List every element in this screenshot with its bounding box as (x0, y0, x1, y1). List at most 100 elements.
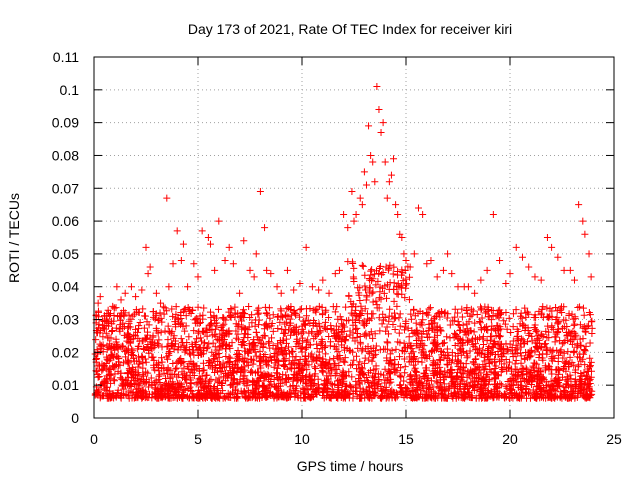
data-point (463, 325, 471, 333)
data-point (404, 324, 412, 332)
data-point (295, 359, 303, 367)
data-point (517, 367, 525, 375)
data-point (497, 325, 505, 333)
data-point (262, 310, 270, 318)
data-point (394, 283, 402, 291)
data-point (464, 393, 472, 401)
data-point (348, 303, 356, 311)
data-point (545, 328, 553, 336)
data-point (586, 339, 594, 347)
data-point (497, 364, 505, 372)
data-point (347, 298, 355, 306)
data-point (319, 368, 327, 376)
data-point (215, 353, 223, 361)
data-point (545, 393, 553, 401)
data-point (98, 392, 106, 400)
data-point (513, 333, 521, 341)
data-point (454, 283, 462, 291)
data-point (353, 324, 361, 332)
data-point (125, 323, 133, 331)
data-point (570, 361, 578, 369)
data-point (535, 339, 543, 347)
data-point (398, 234, 406, 241)
data-point (115, 355, 123, 363)
data-point (587, 358, 595, 366)
data-point (562, 390, 570, 398)
data-point (125, 358, 133, 366)
data-point (393, 366, 401, 374)
data-point (348, 361, 356, 369)
data-point (523, 394, 531, 402)
data-point (512, 306, 520, 314)
data-point (367, 151, 375, 159)
data-point (306, 305, 314, 313)
data-point (185, 360, 193, 368)
data-point (109, 302, 117, 310)
data-point (477, 380, 485, 388)
data-point (281, 361, 289, 369)
data-point (313, 340, 321, 348)
data-point (224, 374, 232, 382)
data-point (106, 365, 114, 373)
data-point (571, 368, 579, 376)
data-point (279, 371, 287, 379)
data-point (402, 281, 410, 289)
data-point (293, 335, 301, 343)
data-point (401, 384, 409, 392)
data-point (426, 352, 434, 360)
data-point (241, 366, 249, 374)
data-point (525, 331, 533, 339)
data-point (441, 386, 449, 394)
data-point (105, 334, 113, 342)
data-point (172, 337, 180, 345)
data-point (277, 307, 285, 315)
data-point (306, 371, 314, 379)
data-point (302, 380, 310, 388)
data-point (196, 379, 204, 387)
data-point (221, 370, 229, 378)
data-point (574, 353, 582, 361)
data-point (306, 393, 314, 401)
data-point (367, 271, 375, 279)
y-tick-label: 0.09 (52, 115, 79, 131)
data-point (497, 345, 505, 353)
data-point (289, 377, 297, 385)
data-point (164, 336, 172, 344)
data-point (322, 306, 330, 314)
data-point (131, 371, 139, 379)
data-point (111, 377, 119, 385)
data-point (491, 381, 499, 389)
data-point (321, 318, 329, 326)
data-point (515, 394, 523, 402)
data-point (327, 363, 335, 371)
data-point (371, 330, 379, 338)
data-point (331, 308, 339, 316)
data-point (361, 271, 369, 279)
data-point (134, 363, 142, 371)
data-point (153, 394, 161, 402)
data-point (134, 353, 142, 361)
data-point (138, 394, 146, 402)
data-point (226, 381, 234, 389)
data-point (172, 388, 180, 396)
data-point (406, 373, 414, 381)
data-point (409, 381, 417, 389)
data-point (423, 333, 431, 341)
data-point (164, 342, 172, 350)
data-point (207, 308, 215, 316)
data-point (511, 360, 519, 368)
data-point (378, 271, 386, 279)
data-point (437, 308, 445, 316)
data-point (448, 270, 456, 278)
data-point (119, 324, 127, 332)
data-point (379, 393, 387, 401)
data-point (280, 337, 288, 345)
data-point (331, 270, 339, 278)
data-point (173, 227, 181, 235)
data-point (256, 188, 264, 196)
data-point (159, 303, 167, 311)
data-point (552, 303, 560, 311)
data-point (264, 370, 272, 378)
data-point (181, 327, 189, 335)
